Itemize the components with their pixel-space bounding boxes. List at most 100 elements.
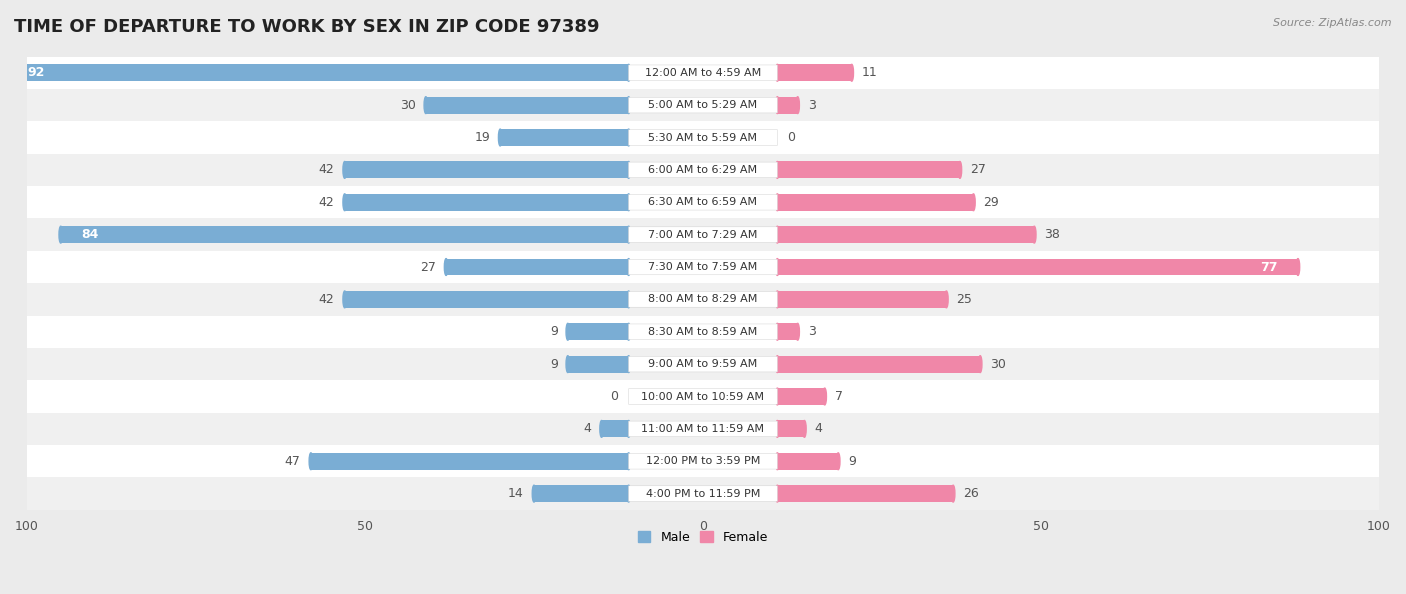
Text: 42: 42 bbox=[319, 196, 335, 208]
Circle shape bbox=[627, 64, 630, 81]
Circle shape bbox=[776, 97, 779, 113]
Bar bbox=[7, 64, 628, 81]
Bar bbox=[778, 323, 797, 340]
Bar bbox=[27, 478, 1379, 510]
Circle shape bbox=[444, 258, 449, 276]
Circle shape bbox=[796, 323, 800, 340]
Text: 11: 11 bbox=[862, 67, 877, 79]
Bar bbox=[778, 162, 960, 178]
Text: 5:00 AM to 5:29 AM: 5:00 AM to 5:29 AM bbox=[648, 100, 758, 110]
Text: 30: 30 bbox=[990, 358, 1007, 371]
Text: 8:30 AM to 8:59 AM: 8:30 AM to 8:59 AM bbox=[648, 327, 758, 337]
Circle shape bbox=[567, 356, 569, 372]
Circle shape bbox=[979, 356, 981, 372]
Bar bbox=[778, 388, 825, 405]
FancyBboxPatch shape bbox=[628, 324, 778, 340]
Bar bbox=[778, 194, 973, 211]
FancyBboxPatch shape bbox=[628, 259, 778, 275]
FancyBboxPatch shape bbox=[628, 162, 778, 178]
Bar bbox=[426, 97, 628, 113]
Text: 92: 92 bbox=[27, 67, 45, 79]
Bar bbox=[27, 89, 1379, 121]
Circle shape bbox=[823, 388, 827, 405]
Bar bbox=[27, 445, 1379, 478]
Bar bbox=[311, 453, 628, 470]
Text: 10:00 AM to 10:59 AM: 10:00 AM to 10:59 AM bbox=[641, 391, 765, 402]
Bar bbox=[778, 453, 838, 470]
Bar bbox=[446, 258, 628, 276]
Circle shape bbox=[776, 64, 779, 81]
Circle shape bbox=[627, 356, 630, 372]
Bar bbox=[27, 251, 1379, 283]
Circle shape bbox=[776, 356, 779, 372]
Circle shape bbox=[309, 453, 312, 470]
FancyBboxPatch shape bbox=[628, 453, 778, 469]
Text: 47: 47 bbox=[285, 455, 301, 467]
Bar bbox=[27, 380, 1379, 413]
Bar bbox=[568, 356, 628, 372]
Circle shape bbox=[776, 323, 779, 340]
Text: 4: 4 bbox=[583, 422, 592, 435]
Text: 29: 29 bbox=[984, 196, 1000, 208]
Circle shape bbox=[952, 485, 955, 502]
FancyBboxPatch shape bbox=[628, 97, 778, 113]
Bar bbox=[27, 348, 1379, 380]
FancyBboxPatch shape bbox=[628, 292, 778, 307]
Bar bbox=[27, 315, 1379, 348]
Bar bbox=[344, 291, 628, 308]
Circle shape bbox=[627, 323, 630, 340]
Text: 5:30 AM to 5:59 AM: 5:30 AM to 5:59 AM bbox=[648, 132, 758, 143]
Bar bbox=[27, 154, 1379, 186]
Text: Source: ZipAtlas.com: Source: ZipAtlas.com bbox=[1274, 18, 1392, 28]
Circle shape bbox=[627, 97, 630, 113]
Text: 0: 0 bbox=[787, 131, 796, 144]
Circle shape bbox=[957, 162, 962, 178]
Bar bbox=[778, 258, 1298, 276]
Text: 3: 3 bbox=[808, 99, 815, 112]
Text: 12:00 AM to 4:59 AM: 12:00 AM to 4:59 AM bbox=[645, 68, 761, 78]
Text: 9:00 AM to 9:59 AM: 9:00 AM to 9:59 AM bbox=[648, 359, 758, 369]
Text: 30: 30 bbox=[399, 99, 416, 112]
Circle shape bbox=[498, 129, 502, 146]
Bar bbox=[778, 485, 953, 502]
Text: 7: 7 bbox=[835, 390, 842, 403]
Text: 19: 19 bbox=[474, 131, 491, 144]
Circle shape bbox=[627, 162, 630, 178]
Circle shape bbox=[776, 453, 779, 470]
Circle shape bbox=[627, 194, 630, 211]
Circle shape bbox=[972, 194, 976, 211]
Text: 14: 14 bbox=[508, 487, 524, 500]
Circle shape bbox=[59, 226, 62, 243]
Circle shape bbox=[1296, 258, 1299, 276]
Bar bbox=[27, 283, 1379, 315]
Bar bbox=[27, 413, 1379, 445]
FancyBboxPatch shape bbox=[628, 129, 778, 146]
Circle shape bbox=[627, 226, 630, 243]
Circle shape bbox=[796, 97, 800, 113]
Circle shape bbox=[343, 194, 346, 211]
Circle shape bbox=[627, 129, 630, 146]
Circle shape bbox=[343, 291, 346, 308]
Text: 6:00 AM to 6:29 AM: 6:00 AM to 6:29 AM bbox=[648, 165, 758, 175]
FancyBboxPatch shape bbox=[628, 194, 778, 210]
Circle shape bbox=[567, 323, 569, 340]
Text: 42: 42 bbox=[319, 293, 335, 306]
Circle shape bbox=[600, 421, 603, 437]
Bar bbox=[344, 162, 628, 178]
Circle shape bbox=[627, 485, 630, 502]
Bar bbox=[778, 64, 852, 81]
Circle shape bbox=[776, 421, 779, 437]
Bar bbox=[778, 291, 946, 308]
Text: 84: 84 bbox=[82, 228, 98, 241]
Bar bbox=[27, 56, 1379, 89]
Text: 6:30 AM to 6:59 AM: 6:30 AM to 6:59 AM bbox=[648, 197, 758, 207]
Text: 27: 27 bbox=[420, 261, 436, 273]
Circle shape bbox=[533, 485, 536, 502]
Text: TIME OF DEPARTURE TO WORK BY SEX IN ZIP CODE 97389: TIME OF DEPARTURE TO WORK BY SEX IN ZIP … bbox=[14, 18, 599, 36]
Circle shape bbox=[776, 258, 779, 276]
Bar bbox=[568, 323, 628, 340]
Circle shape bbox=[776, 485, 779, 502]
Text: 42: 42 bbox=[319, 163, 335, 176]
Bar bbox=[778, 226, 1035, 243]
Text: 8:00 AM to 8:29 AM: 8:00 AM to 8:29 AM bbox=[648, 295, 758, 304]
